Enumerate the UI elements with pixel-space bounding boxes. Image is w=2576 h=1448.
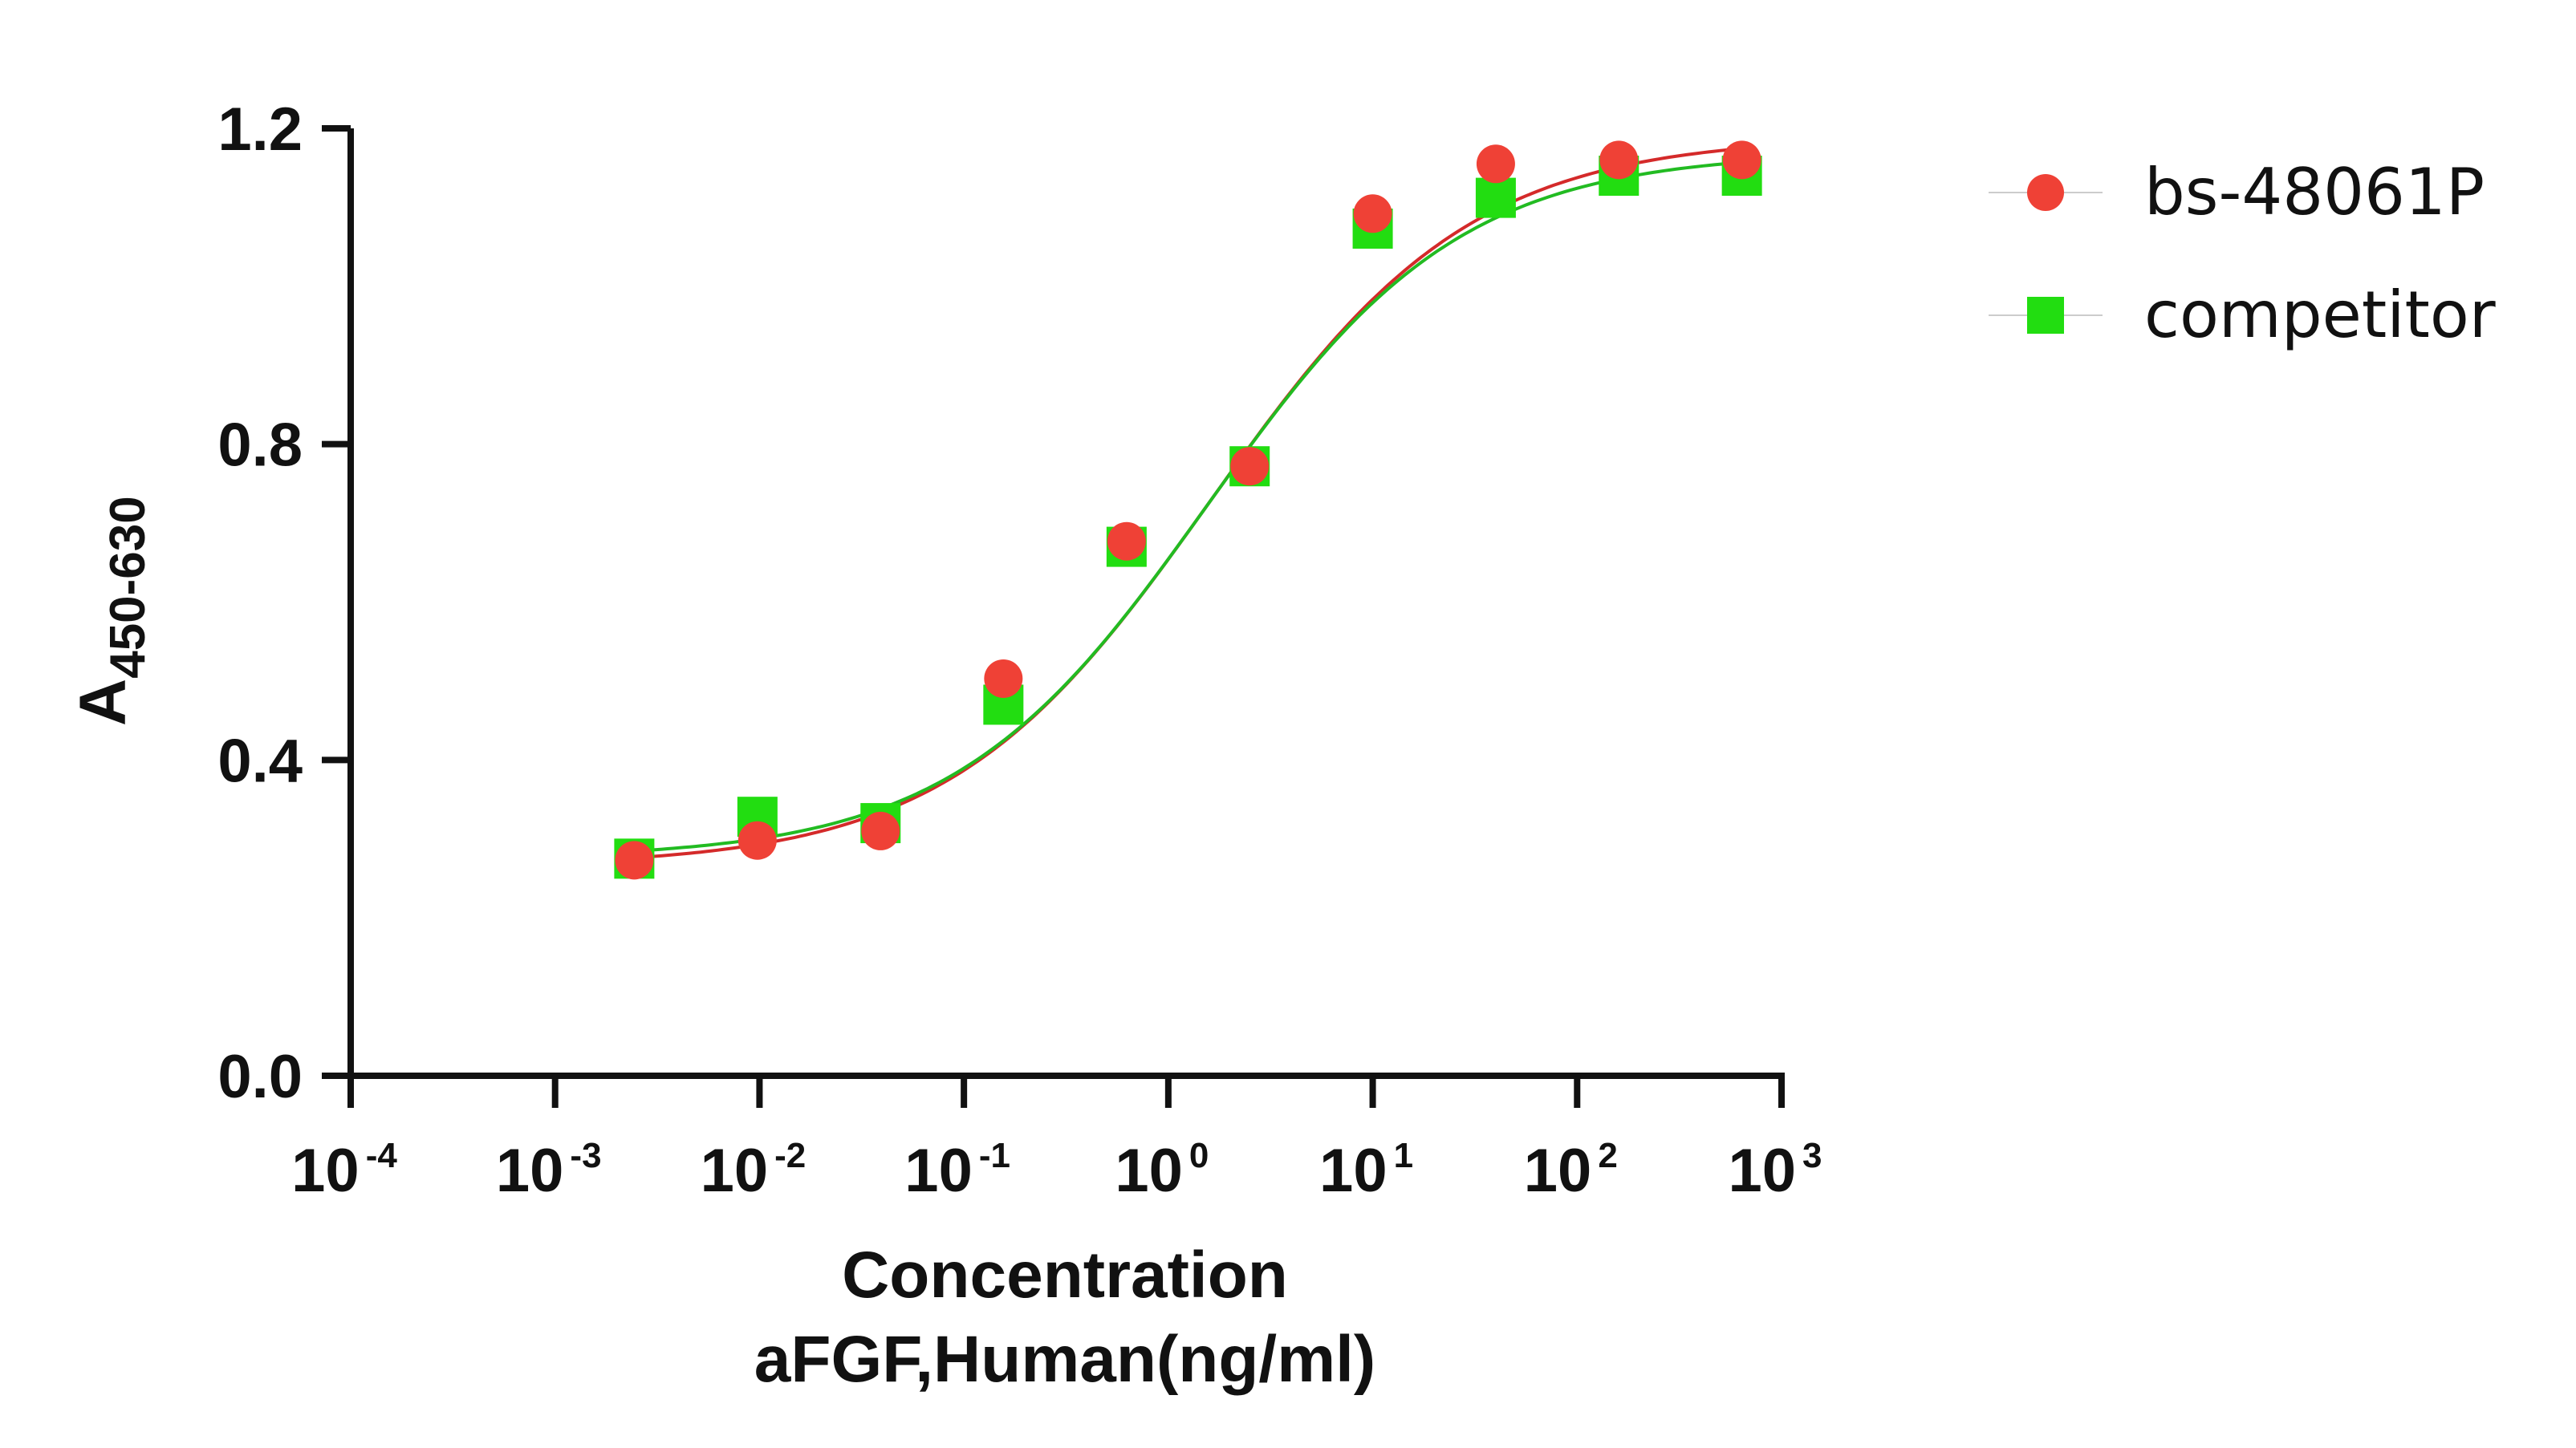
y-tick-label: 0.8 <box>217 412 303 480</box>
svg-text:A450-630: A450-630 <box>67 496 156 726</box>
data-point-circle <box>1476 144 1515 184</box>
y-axis-title-subscript: 450-630 <box>100 496 156 679</box>
data-point-circle <box>1230 447 1270 486</box>
legend: bs-48061P competitor <box>1989 155 2496 352</box>
data-point-circle <box>1107 521 1146 561</box>
legend-label: competitor <box>2144 278 2496 352</box>
x-tick-label: 10 3 <box>1728 1136 1822 1205</box>
x-tick-label: 10 -1 <box>904 1136 1010 1205</box>
data-point-circle <box>1353 194 1392 233</box>
y-tick-label: 0.4 <box>217 727 303 795</box>
data-point-circle <box>615 841 654 880</box>
x-tick-label: 10 2 <box>1524 1136 1618 1205</box>
x-tick-label: 10 1 <box>1319 1136 1413 1205</box>
x-axis-subtitle: aFGF,Human(ng/ml) <box>754 1323 1375 1396</box>
data-point-circle <box>861 811 900 850</box>
legend-marker-circle <box>2027 174 2064 211</box>
data-point-circle <box>1722 140 1761 180</box>
x-tick-label: 10 -4 <box>291 1136 397 1205</box>
plot-layer <box>614 140 1762 880</box>
x-tick-label: 10 -2 <box>701 1136 807 1205</box>
fit-curve-series-1 <box>634 147 1742 860</box>
x-tick-label: 10 0 <box>1115 1136 1209 1205</box>
x-axis-title: Concentration <box>842 1239 1288 1312</box>
y-axis-title: A450-630 <box>67 496 156 726</box>
y-axis-title-main: A <box>67 679 140 726</box>
data-point-square <box>1475 177 1516 218</box>
legend-marker-square <box>2027 297 2064 334</box>
legend-item-competitor: competitor <box>1989 278 2496 352</box>
data-point-circle <box>1599 140 1639 180</box>
y-tick-label: 1.2 <box>217 95 303 164</box>
data-point-circle <box>984 659 1023 698</box>
x-tick-label: 10 -3 <box>496 1136 602 1205</box>
fit-curve-series-2 <box>634 160 1742 853</box>
legend-item-bs-48061P: bs-48061P <box>1989 155 2485 229</box>
axes-layer: 0.0 0.4 0.8 1.2 10 -4 10 -3 10 -2 10 -1 10 0 10 1 10 2 10 3 <box>217 95 1822 1205</box>
legend-label: bs-48061P <box>2144 155 2485 229</box>
data-point-circle <box>737 821 777 860</box>
y-tick-label: 0.0 <box>217 1043 303 1111</box>
